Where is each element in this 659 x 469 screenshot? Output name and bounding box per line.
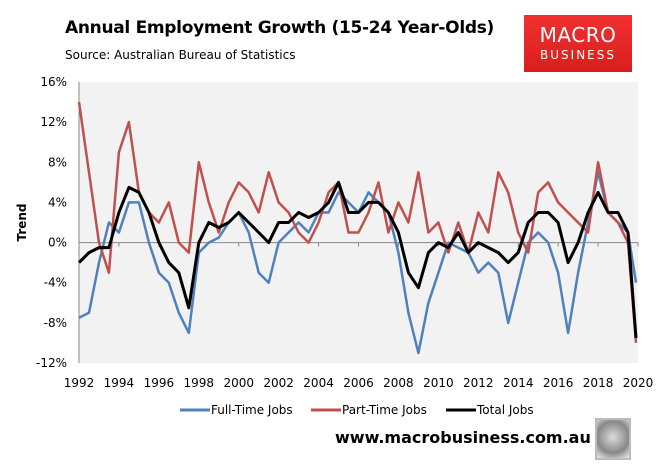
legend-label: Part-Time Jobs [342, 403, 427, 417]
x-tick-label: 1998 [184, 376, 215, 390]
y-tick-label: 4% [48, 195, 67, 209]
website-url: www.macrobusiness.com.au [335, 428, 591, 447]
chart-subtitle: Source: Australian Bureau of Statistics [65, 48, 296, 62]
x-tick-label: 2014 [503, 376, 534, 390]
y-tick-label: 0% [48, 236, 67, 250]
x-tick-label: 2004 [303, 376, 334, 390]
y-tick-label: 12% [40, 115, 67, 129]
series-line-total-jobs [77, 180, 638, 339]
x-tick-label: 2020 [623, 376, 654, 390]
series-line-part-time-jobs [77, 101, 638, 343]
x-tick-label: 1996 [144, 376, 175, 390]
legend-label: Full-Time Jobs [211, 403, 293, 417]
x-tick-label: 2010 [423, 376, 454, 390]
y-tick-label: 8% [48, 155, 67, 169]
x-tick-label: 2012 [463, 376, 494, 390]
x-tick-label: 2000 [223, 376, 254, 390]
x-tick-label: 2006 [343, 376, 374, 390]
y-tick-label: 16% [40, 75, 67, 89]
x-tick-label: 2008 [383, 376, 414, 390]
logo-line1: MACRO [539, 23, 617, 47]
wolf-logo-icon [595, 418, 631, 460]
logo-line2: BUSINESS [540, 48, 616, 62]
x-tick-label: 1994 [104, 376, 135, 390]
y-tick-label: -8% [44, 316, 67, 330]
x-tick-label: 2016 [543, 376, 574, 390]
legend-label: Total Jobs [476, 403, 534, 417]
x-tick-label: 2018 [583, 376, 614, 390]
y-axis-label: Trend [15, 203, 29, 241]
y-tick-label: -12% [36, 356, 67, 370]
chart-title: Annual Employment Growth (15-24 Year-Old… [65, 18, 495, 38]
x-tick-label: 2002 [263, 376, 294, 390]
x-tick-label: 1992 [64, 376, 95, 390]
y-tick-label: -4% [44, 276, 67, 290]
plot-area [79, 82, 638, 363]
macrobusiness-logo: MACRO BUSINESS [524, 15, 632, 72]
